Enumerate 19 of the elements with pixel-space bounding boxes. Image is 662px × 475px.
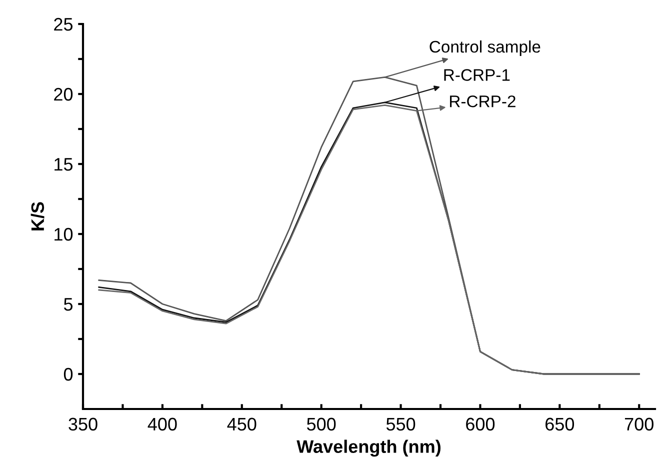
y-tick-label: 10 [54, 228, 73, 241]
legend-label: R-CRP-2 [450, 95, 516, 108]
x-tick-label: 400 [148, 418, 177, 431]
x-tick-label: 500 [306, 418, 336, 431]
y-axis-title: K/S [30, 202, 44, 230]
x-tick-label: 650 [546, 418, 574, 431]
y-tick-label: 15 [54, 158, 73, 171]
x-tick-label: 550 [386, 418, 416, 431]
text: R-CRP-1 [444, 69, 510, 81]
x-axis-title: Wavelength (nm) [296, 440, 440, 457]
y-tick-label: 0 [64, 368, 73, 381]
x-tick-label: 350 [68, 418, 98, 431]
y-tick-label: 25 [54, 18, 73, 31]
series-label: Control sample [430, 40, 540, 56]
x-tick-label: 450 [227, 418, 256, 431]
y-tick-label: 5 [64, 298, 73, 311]
x-tick-label: 700 [624, 418, 654, 431]
x-tick-label: 600 [466, 418, 495, 431]
y-tick-label: 20 [54, 88, 73, 101]
